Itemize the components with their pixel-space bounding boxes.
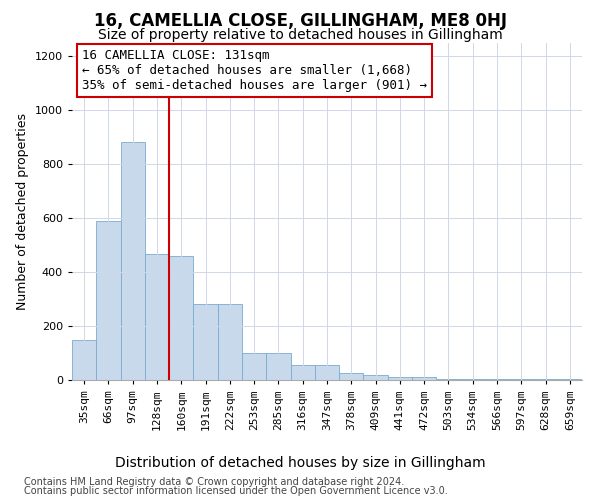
Text: 16 CAMELLIA CLOSE: 131sqm
← 65% of detached houses are smaller (1,668)
35% of se: 16 CAMELLIA CLOSE: 131sqm ← 65% of detac… [82,50,427,92]
Text: Size of property relative to detached houses in Gillingham: Size of property relative to detached ho… [98,28,502,42]
Bar [145,254,169,380]
Bar [412,378,436,380]
Bar [72,340,96,380]
Text: 16, CAMELLIA CLOSE, GILLINGHAM, ME8 0HJ: 16, CAMELLIA CLOSE, GILLINGHAM, ME8 0HJ [94,12,506,30]
Text: Distribution of detached houses by size in Gillingham: Distribution of detached houses by size … [115,456,485,469]
Text: Contains public sector information licensed under the Open Government Licence v3: Contains public sector information licen… [24,486,448,496]
Text: Contains HM Land Registry data © Crown copyright and database right 2024.: Contains HM Land Registry data © Crown c… [24,477,404,487]
Bar [169,256,193,380]
Bar [121,142,145,380]
Y-axis label: Number of detached properties: Number of detached properties [16,113,29,310]
Bar [193,304,218,380]
Bar [290,365,315,380]
Bar [461,378,485,380]
Bar [266,353,290,380]
Bar [242,353,266,380]
Bar [218,304,242,380]
Bar [388,378,412,380]
Bar [339,373,364,380]
Bar [315,365,339,380]
Bar [96,220,121,380]
Bar [364,374,388,380]
Bar [436,378,461,380]
